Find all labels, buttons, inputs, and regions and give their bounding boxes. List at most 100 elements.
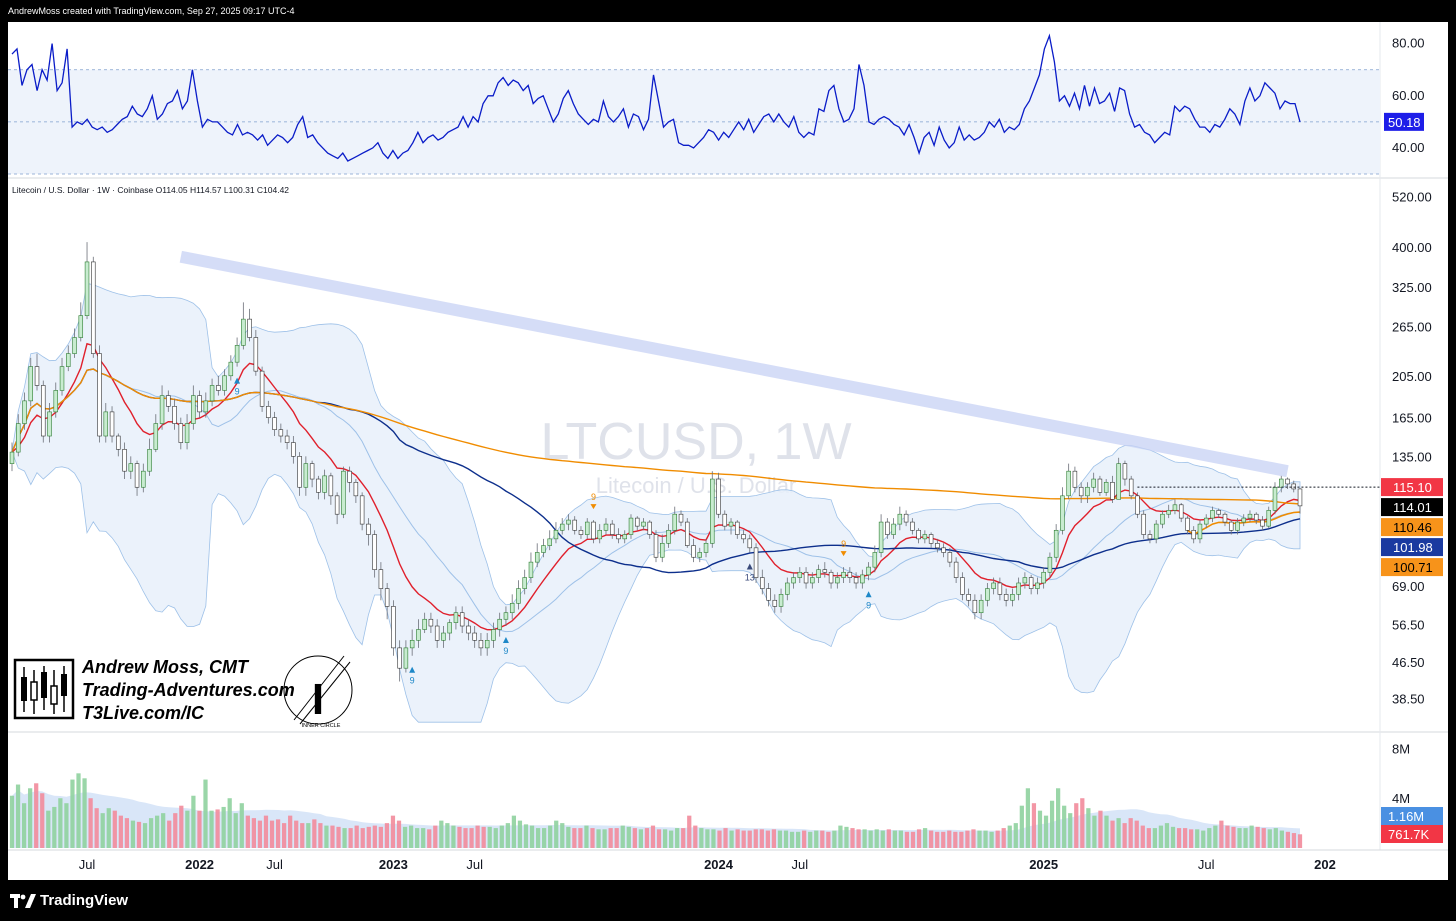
candle[interactable] xyxy=(1053,524,1059,563)
volume-bar[interactable] xyxy=(717,830,722,848)
candle[interactable] xyxy=(1016,577,1021,601)
candle[interactable] xyxy=(735,520,740,539)
volume-bar[interactable] xyxy=(723,828,728,848)
volume-bar[interactable] xyxy=(221,806,226,848)
candle[interactable] xyxy=(1097,475,1103,496)
volume-bar[interactable] xyxy=(40,793,45,848)
volume-bar[interactable] xyxy=(1207,828,1212,848)
candle[interactable] xyxy=(1216,508,1221,519)
volume-bar[interactable] xyxy=(644,828,650,848)
volume-bar[interactable] xyxy=(820,830,825,848)
volume-bar[interactable] xyxy=(263,815,269,848)
candle[interactable] xyxy=(660,534,665,563)
volume-bar[interactable] xyxy=(427,829,432,848)
volume-bar[interactable] xyxy=(566,826,571,848)
volume-bar[interactable] xyxy=(457,826,462,848)
candle[interactable] xyxy=(391,600,396,656)
volume-bar[interactable] xyxy=(904,831,910,848)
volume-bar[interactable] xyxy=(1080,798,1085,848)
volume-bar[interactable] xyxy=(396,820,402,848)
candle[interactable] xyxy=(841,567,846,583)
volume-bar[interactable] xyxy=(699,828,704,848)
candle[interactable] xyxy=(997,577,1003,601)
candle[interactable] xyxy=(972,594,978,620)
candle[interactable] xyxy=(303,456,309,496)
volume-bar[interactable] xyxy=(354,825,359,848)
candle[interactable] xyxy=(322,469,327,500)
volume-bar[interactable] xyxy=(802,830,807,848)
candle[interactable] xyxy=(1091,472,1096,493)
candle[interactable] xyxy=(866,562,871,581)
candle[interactable] xyxy=(991,577,996,595)
candle[interactable] xyxy=(678,510,684,527)
candle[interactable] xyxy=(591,520,596,544)
candle[interactable] xyxy=(1266,506,1271,529)
volume-bar[interactable] xyxy=(348,828,353,848)
volume-bar[interactable] xyxy=(1140,825,1145,848)
candle[interactable] xyxy=(860,569,865,589)
volume-bar[interactable] xyxy=(76,773,81,848)
candle[interactable] xyxy=(347,466,352,493)
chart-canvas[interactable]: 40.00 60.00 80.00 50.18 LTCUSD, 1W Litecoin… xyxy=(8,22,1448,880)
candle[interactable] xyxy=(103,403,109,443)
candle[interactable] xyxy=(241,302,246,350)
candle[interactable] xyxy=(309,460,315,488)
volume-bar[interactable] xyxy=(862,829,867,848)
candle[interactable] xyxy=(572,516,577,535)
volume-bar[interactable] xyxy=(814,830,819,848)
volume-bar[interactable] xyxy=(342,828,347,848)
candle[interactable] xyxy=(597,524,602,544)
volume-bar[interactable] xyxy=(106,808,111,848)
volume-bar[interactable] xyxy=(257,820,263,848)
volume-bar[interactable] xyxy=(191,795,196,848)
candle[interactable] xyxy=(234,337,240,367)
candle[interactable] xyxy=(1047,552,1053,578)
volume-bar[interactable] xyxy=(481,826,486,848)
candle[interactable] xyxy=(72,328,77,358)
candle[interactable] xyxy=(935,538,940,553)
volume-bar[interactable] xyxy=(421,828,426,848)
volume-bar[interactable] xyxy=(1297,834,1303,848)
candle[interactable] xyxy=(810,572,815,589)
volume-bar[interactable] xyxy=(548,825,553,848)
volume-bar[interactable] xyxy=(148,818,154,848)
volume-bar[interactable] xyxy=(239,803,244,848)
candle[interactable] xyxy=(910,518,915,535)
candle[interactable] xyxy=(428,612,434,634)
volume-bar[interactable] xyxy=(711,829,716,848)
volume-bar[interactable] xyxy=(21,803,27,848)
candle[interactable] xyxy=(122,442,127,480)
candle[interactable] xyxy=(359,492,365,531)
volume-bar[interactable] xyxy=(415,828,420,848)
volume-bar[interactable] xyxy=(523,824,529,848)
volume-bar[interactable] xyxy=(227,798,232,848)
candle[interactable] xyxy=(447,619,452,641)
candle[interactable] xyxy=(941,543,946,558)
volume-bar[interactable] xyxy=(922,828,928,848)
candle[interactable] xyxy=(1035,577,1040,595)
volume-bar[interactable] xyxy=(1231,826,1236,848)
candle[interactable] xyxy=(34,353,40,391)
candle[interactable] xyxy=(553,522,559,544)
candle[interactable] xyxy=(1078,482,1084,503)
volume-bar[interactable] xyxy=(1104,815,1109,848)
volume-bar[interactable] xyxy=(656,829,662,848)
volume-bar[interactable] xyxy=(209,810,214,848)
volume-bar[interactable] xyxy=(294,820,299,848)
candle[interactable] xyxy=(741,530,746,544)
volume-bar[interactable] xyxy=(281,823,287,848)
volume-bar[interactable] xyxy=(245,815,250,848)
volume-bar[interactable] xyxy=(1152,828,1157,848)
volume-bar[interactable] xyxy=(935,831,940,848)
volume-bar[interactable] xyxy=(318,823,323,848)
candle[interactable] xyxy=(872,545,878,573)
volume-bar[interactable] xyxy=(1189,829,1194,848)
volume-bar[interactable] xyxy=(529,825,535,848)
candle[interactable] xyxy=(209,378,215,407)
volume-bar[interactable] xyxy=(58,798,63,848)
volume-bar[interactable] xyxy=(517,820,523,848)
volume-bar[interactable] xyxy=(1243,828,1248,848)
candle[interactable] xyxy=(522,569,527,595)
volume-bar[interactable] xyxy=(1068,813,1073,848)
volume-bar[interactable] xyxy=(360,828,365,848)
